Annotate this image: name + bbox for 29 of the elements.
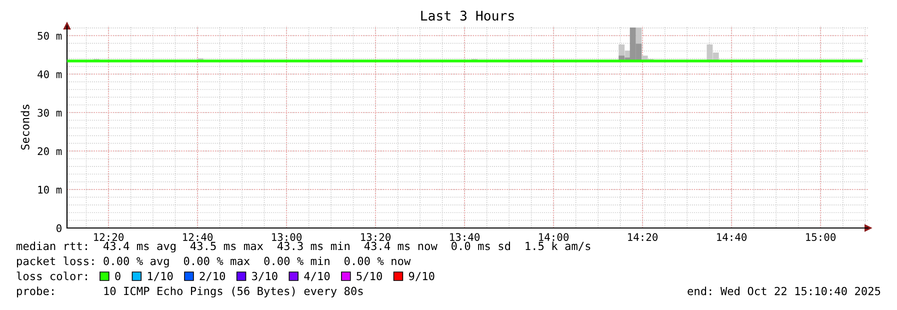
x-tick-label: 14:00 xyxy=(539,233,569,241)
x-tick-label: 14:20 xyxy=(628,233,658,241)
x-tick-label: 15:00 xyxy=(806,233,836,241)
legend-label: 2/10 xyxy=(200,272,226,282)
y-tick-label: 10 m xyxy=(38,186,62,194)
x-tick-label: 12:40 xyxy=(183,233,213,241)
x-tick-label: 13:00 xyxy=(272,233,302,241)
legend-label: 4/10 xyxy=(304,272,330,282)
y-tick-label: 20 m xyxy=(38,147,62,156)
y-axis-title: Seconds xyxy=(20,104,30,150)
x-tick-label: 12:20 xyxy=(94,233,124,241)
legend-label: 0 xyxy=(115,272,120,280)
y-tick-label: 50 m xyxy=(38,32,62,40)
y-tick-label: 0 xyxy=(56,224,62,232)
y-tick-label: 30 m xyxy=(38,108,62,117)
x-tick-label: 14:40 xyxy=(717,233,747,241)
text: end: Wed Oct 22 15:10:40 2025 xyxy=(688,286,880,296)
legend-label: 3/10 xyxy=(252,272,278,282)
text: probe: 10 ICMP Echo Pings (56 Bytes) every 80s xyxy=(17,286,363,298)
x-tick-label: 13:40 xyxy=(450,233,480,241)
text: loss color: xyxy=(16,272,87,280)
text: median rtt: 43.4 ms avg 43.5 ms max 43.3 ms min 43.4 ms now 0.0 ms sd 1.5 k am/s xyxy=(16,242,590,252)
text: packet loss: 0.00 % avg 0.00 % max 0.00 % min 0.00 % now xyxy=(17,256,411,268)
chart-title: Last 3 Hours xyxy=(421,10,514,21)
legend-label: 9/10 xyxy=(408,272,434,282)
legend-label: 5/10 xyxy=(356,272,382,282)
x-tick-label: 13:20 xyxy=(361,233,391,241)
legend-label: 1/10 xyxy=(148,272,173,282)
y-tick-label: 40 m xyxy=(38,70,62,78)
